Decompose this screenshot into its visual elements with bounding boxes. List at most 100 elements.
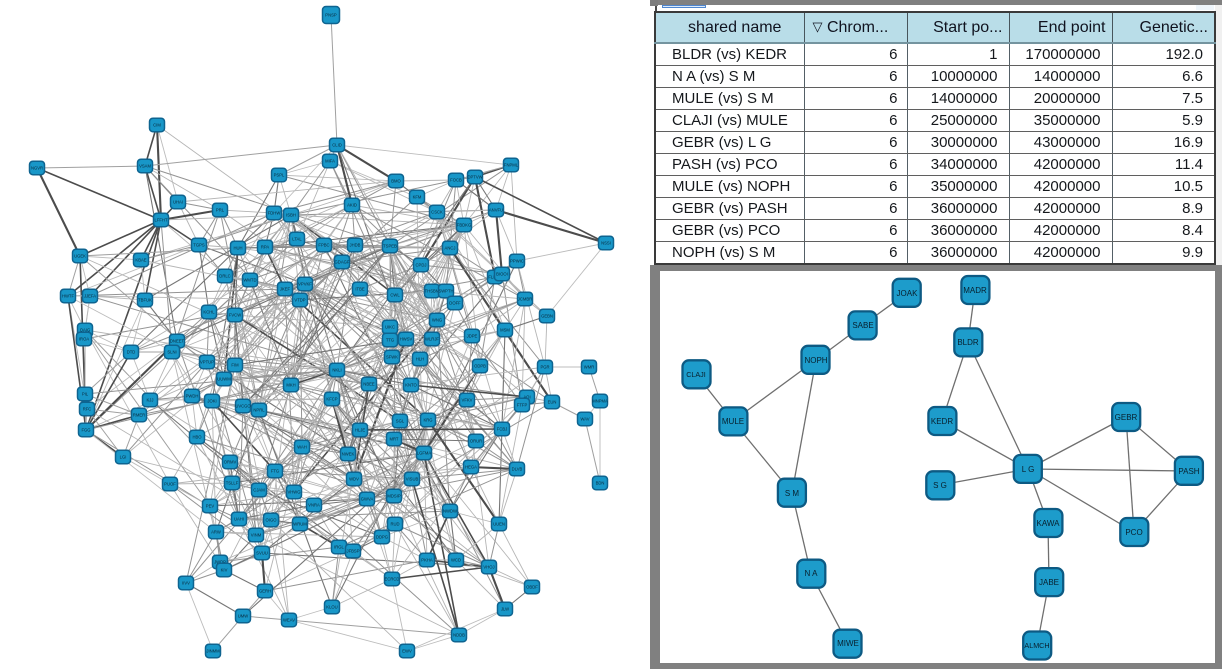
svg-text:VSAM: VSAM [139, 164, 151, 169]
svg-text:VFKV: VFKV [462, 398, 473, 403]
svg-text:KFM: KFM [413, 195, 422, 200]
svg-text:VNRA: VNRA [308, 503, 320, 508]
svg-text:JCMBR: JCMBR [518, 297, 532, 302]
svg-text:NPRL: NPRL [253, 408, 265, 413]
svg-text:WAV: WAV [580, 417, 589, 422]
svg-text:GEBR: GEBR [1115, 413, 1138, 422]
svg-text:MIWE: MIWE [837, 639, 859, 648]
svg-text:KLOU: KLOU [326, 605, 337, 610]
svg-text:CIM: CIM [153, 123, 161, 128]
svg-text:CSCK: CSCK [431, 210, 443, 215]
svg-text:JABE: JABE [1039, 578, 1059, 587]
svg-text:NKLI: NKLI [332, 368, 341, 373]
svg-text:WRUM: WRUM [293, 522, 307, 527]
svg-text:FGG: FGG [81, 428, 90, 433]
svg-text:UAHI: UAHI [234, 517, 244, 522]
svg-text:JHDB: JHDB [350, 243, 361, 248]
svg-text:CLID: CLID [332, 143, 342, 148]
svg-text:IIVV: IIVV [182, 581, 190, 586]
svg-text:KCHL: KCHL [203, 310, 215, 315]
svg-text:VHWG: VHWG [287, 490, 300, 495]
svg-text:NGVR: NGVR [31, 166, 43, 171]
svg-text:FOCB: FOCB [450, 178, 462, 183]
svg-text:UHAI: UHAI [173, 200, 183, 205]
svg-text:DTD: DTD [127, 350, 136, 355]
svg-text:PASH: PASH [1178, 467, 1199, 476]
svg-text:KIV: KIV [221, 568, 228, 573]
svg-text:DLVB: DLVB [512, 467, 523, 472]
svg-text:FNPML: FNPML [504, 163, 519, 168]
svg-text:SABE: SABE [852, 321, 873, 330]
svg-text:PIL: PIL [82, 392, 89, 397]
svg-text:JOKI: JOKI [207, 399, 216, 404]
svg-text:KNTO: KNTO [405, 383, 417, 388]
svg-text:KBAE: KBAE [135, 258, 146, 263]
svg-text:FTG: FTG [271, 469, 279, 474]
svg-text:NBEE: NBEE [363, 382, 375, 387]
svg-text:UGEK: UGEK [74, 254, 86, 259]
svg-text:UVCGO: UVCGO [235, 404, 251, 409]
svg-text:UUWM: UUWM [217, 377, 231, 382]
svg-text:ANVFU: ANVFU [489, 208, 503, 213]
svg-text:UIKC: UIKC [385, 325, 395, 330]
svg-text:NOPH: NOPH [804, 356, 827, 365]
svg-text:EWV: EWV [402, 649, 412, 654]
svg-text:GDAGF: GDAGF [335, 260, 350, 265]
svg-text:BLDR: BLDR [957, 338, 979, 347]
svg-text:SLNI: SLNI [167, 350, 176, 355]
svg-text:BIOOI: BIOOI [496, 272, 508, 277]
svg-text:MKH: MKH [286, 383, 295, 388]
svg-text:CPDJ: CPDJ [416, 263, 427, 268]
svg-text:TSPEB: TSPEB [383, 244, 397, 249]
svg-text:HEGA: HEGA [465, 465, 477, 470]
svg-text:SFWK: SFWK [386, 355, 398, 360]
svg-text:OIGO: OIGO [266, 518, 278, 523]
svg-text:EUN: EUN [548, 400, 557, 405]
svg-text:KJJ: KJJ [147, 398, 154, 403]
svg-text:MDSIP: MDSIP [387, 494, 400, 499]
svg-text:DRLC: DRLC [219, 274, 230, 279]
svg-text:S M: S M [785, 489, 800, 498]
svg-text:SGL: SGL [396, 419, 405, 424]
svg-text:KRG: KRG [423, 418, 432, 423]
svg-text:VTDP: VTDP [294, 298, 305, 303]
svg-text:WMR: WMR [584, 365, 594, 370]
svg-text:LGI: LGI [120, 455, 127, 460]
svg-text:KFCP: KFCP [326, 397, 337, 402]
svg-text:ODPB: ODPB [474, 364, 486, 369]
svg-text:JJEFA: JJEFA [84, 294, 96, 299]
svg-text:WMTD: WMTD [243, 278, 256, 283]
svg-text:JWDP: JWDP [214, 560, 226, 565]
svg-text:JOAK: JOAK [897, 289, 919, 298]
svg-text:LTAL: LTAL [292, 237, 302, 242]
svg-text:PUOF: PUOF [164, 482, 176, 487]
svg-text:HLH: HLH [416, 357, 424, 362]
svg-text:JDPE: JDPE [467, 334, 478, 339]
svg-text:OBDF: OBDF [526, 585, 538, 590]
svg-text:ORMV: ORMV [224, 460, 237, 465]
svg-text:IRGL: IRGL [334, 545, 344, 550]
svg-text:ISBH: ISBH [286, 213, 296, 218]
svg-text:DPTVW: DPTVW [467, 175, 482, 180]
svg-text:PEV: PEV [206, 504, 215, 509]
svg-text:AKID: AKID [347, 203, 357, 208]
svg-text:FIM: FIM [231, 363, 239, 368]
svg-text:PKHA: PKHA [421, 558, 433, 563]
svg-text:NWDW: NWDW [443, 509, 457, 514]
svg-text:WDV: WDV [349, 477, 359, 482]
svg-text:WLRJF: WLRJF [425, 337, 439, 342]
svg-text:CLAJI: CLAJI [686, 370, 706, 379]
svg-text:NSSI: NSSI [601, 241, 611, 246]
svg-text:JFBSP: JFBSP [346, 549, 359, 554]
svg-text:IROA: IROA [79, 337, 89, 342]
svg-text:RUD: RUD [390, 522, 399, 527]
svg-text:TSLLF: TSLLF [226, 481, 239, 486]
svg-text:NWEK: NWEK [342, 452, 355, 457]
svg-text:FCBJ: FCBJ [497, 427, 507, 432]
svg-text:FPBC: FPBC [318, 243, 329, 248]
svg-text:JKEF: JKEF [280, 287, 291, 292]
svg-text:CWL: CWL [390, 293, 400, 298]
svg-text:VPVKF: VPVKF [298, 282, 312, 287]
svg-text:OAIG: OAIG [80, 328, 90, 333]
svg-text:FTFP: FTFP [517, 403, 528, 408]
